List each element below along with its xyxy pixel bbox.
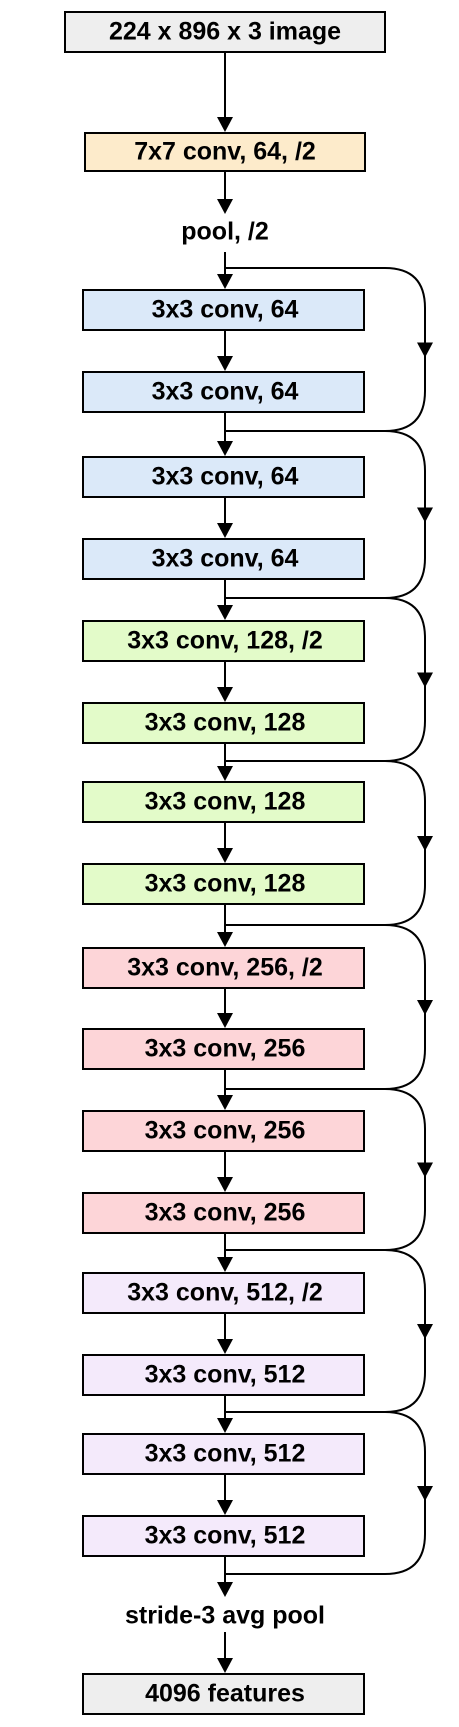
conv-box: [82, 781, 365, 823]
stage1-layer-2: 3x3 conv, 64: [82, 371, 365, 413]
stage2-layer-4: 3x3 conv, 128: [82, 863, 365, 905]
conv-box: [82, 863, 365, 905]
skip-arrowhead: [417, 507, 433, 523]
stage3-layer-3: 3x3 conv, 256: [82, 1110, 365, 1152]
conv-box: [82, 1354, 365, 1396]
flow-arrowhead: [217, 274, 233, 289]
stage2-layer-3: 3x3 conv, 128: [82, 781, 365, 823]
input-image-label: 224 x 896 x 3 image: [109, 18, 341, 46]
stem-conv-box: [84, 132, 366, 172]
skip-arrowhead: [417, 1000, 433, 1015]
conv-box: [82, 947, 365, 989]
avg-pool-label: stride-3 avg pool: [125, 1602, 325, 1630]
stage2-layer-2: 3x3 conv, 128: [82, 702, 365, 744]
stage2-layer-1: 3x3 conv, 128, /2: [82, 620, 365, 662]
conv-label: 3x3 conv, 512: [145, 1440, 306, 1468]
conv-box: [82, 1272, 365, 1314]
conv-label: 3x3 conv, 256, /2: [127, 954, 323, 982]
stem-conv-label: 7x7 conv, 64, /2: [134, 138, 316, 166]
flow-arrowhead: [217, 766, 233, 781]
conv-label: 3x3 conv, 128: [145, 788, 306, 816]
conv-box: [82, 456, 365, 498]
conv-box: [82, 538, 365, 580]
flow-arrowhead: [217, 932, 233, 947]
output-features-node: 4096 features: [82, 1673, 365, 1715]
flow-arrowhead: [217, 523, 233, 538]
conv-box: [82, 1028, 365, 1070]
stage3-layer-1: 3x3 conv, 256, /2: [82, 947, 365, 989]
conv-label: 3x3 conv, 128, /2: [127, 627, 323, 655]
stem-conv-node: 7x7 conv, 64, /2: [84, 132, 366, 172]
conv-label: 3x3 conv, 256: [145, 1117, 306, 1145]
stage4-layer-4: 3x3 conv, 512: [82, 1515, 365, 1557]
conv-label: 3x3 conv, 64: [152, 378, 299, 406]
stage1-layer-1: 3x3 conv, 64: [82, 289, 365, 331]
flow-arrowhead: [217, 1257, 233, 1272]
conv-box: [82, 1515, 365, 1557]
flow-arrowhead: [217, 1500, 233, 1515]
flow-arrowhead: [217, 117, 233, 132]
flow-arrowhead: [217, 1339, 233, 1354]
stage4-layer-3: 3x3 conv, 512: [82, 1433, 365, 1475]
flow-arrowhead: [217, 1013, 233, 1028]
flow-arrowhead: [217, 441, 233, 456]
conv-label: 3x3 conv, 512: [145, 1361, 306, 1389]
input-image-node: 224 x 896 x 3 image: [64, 11, 386, 53]
conv-box: [82, 1433, 365, 1475]
stage4-layer-2: 3x3 conv, 512: [82, 1354, 365, 1396]
conv-box: [82, 289, 365, 331]
skip-arrowhead: [417, 836, 433, 851]
output-features-box: [82, 1673, 365, 1715]
flow-arrowhead: [217, 605, 233, 620]
pool-label: pool, /2: [181, 218, 269, 246]
flow-arrowhead: [217, 1658, 233, 1673]
stage1-layer-3: 3x3 conv, 64: [82, 456, 365, 498]
flow-arrowhead: [217, 1095, 233, 1110]
skip-arrowhead: [417, 1324, 433, 1339]
conv-label: 3x3 conv, 128: [145, 709, 306, 737]
output-features-label: 4096 features: [145, 1680, 305, 1708]
conv-box: [82, 620, 365, 662]
conv-label: 3x3 conv, 256: [145, 1199, 306, 1227]
skip-arrowhead: [417, 672, 433, 688]
stage4-layer-1: 3x3 conv, 512, /2: [82, 1272, 365, 1314]
skip-arrowhead: [417, 1486, 433, 1501]
conv-box: [82, 371, 365, 413]
conv-label: 3x3 conv, 128: [145, 870, 306, 898]
stage3-layer-4: 3x3 conv, 256: [82, 1192, 365, 1234]
skip-arrowhead: [417, 342, 433, 358]
flow-arrowhead: [217, 356, 233, 371]
stage3-layer-2: 3x3 conv, 256: [82, 1028, 365, 1070]
flow-arrowhead: [217, 1177, 233, 1192]
conv-box: [82, 1110, 365, 1152]
edges-layer: [217, 52, 433, 1673]
conv-label: 3x3 conv, 512: [145, 1522, 306, 1550]
nodes-layer: 224 x 896 x 3 image 7x7 conv, 64, /2 poo…: [64, 11, 386, 1715]
flow-arrowhead: [217, 1418, 233, 1433]
skip-arrowhead: [417, 1162, 433, 1178]
conv-box: [82, 1192, 365, 1234]
input-image-box: [64, 11, 386, 53]
conv-label: 3x3 conv, 64: [152, 463, 299, 491]
conv-label: 3x3 conv, 256: [145, 1035, 306, 1063]
conv-label: 3x3 conv, 64: [152, 545, 299, 573]
conv-label: 3x3 conv, 64: [152, 296, 299, 324]
flow-arrowhead: [217, 848, 233, 863]
conv-box: [82, 702, 365, 744]
flow-arrowhead: [217, 1582, 233, 1597]
stage1-layer-4: 3x3 conv, 64: [82, 538, 365, 580]
flow-arrowhead: [217, 687, 233, 702]
conv-label: 3x3 conv, 512, /2: [127, 1279, 323, 1307]
flow-arrowhead: [217, 199, 233, 214]
